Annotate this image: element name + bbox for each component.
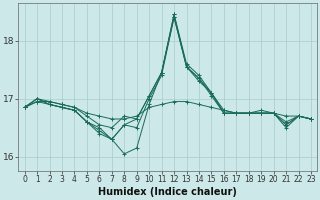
X-axis label: Humidex (Indice chaleur): Humidex (Indice chaleur) — [98, 187, 237, 197]
